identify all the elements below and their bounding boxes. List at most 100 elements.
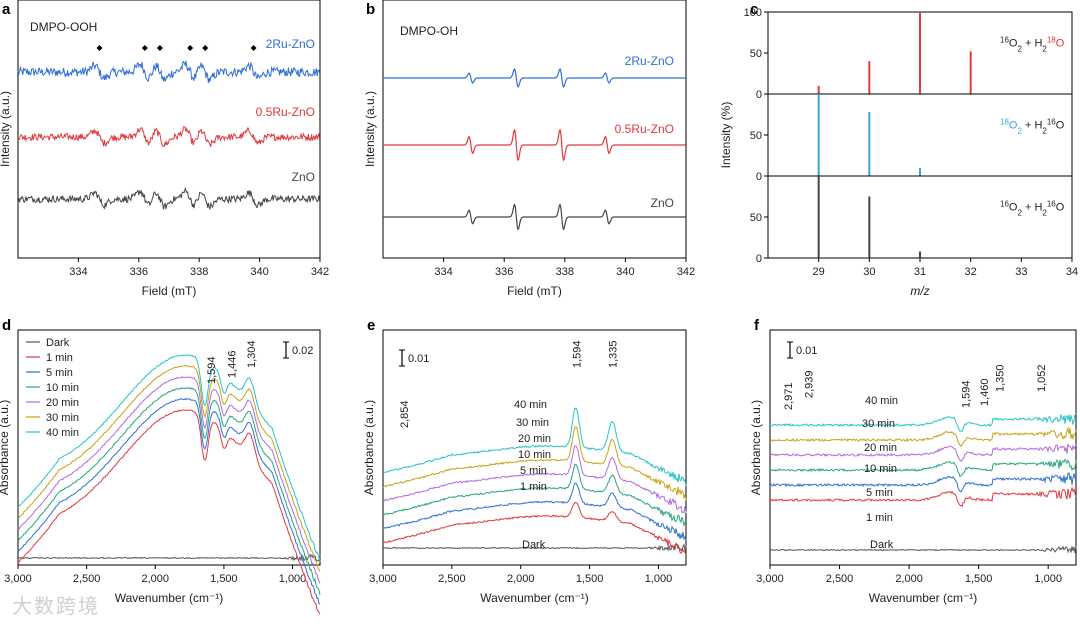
panel-f-xlabel: Wavenumber (cm⁻¹) [869,591,978,605]
panel-f-annotation: 1,460 [979,378,991,406]
panel-a-peak-marker [96,45,103,51]
panel-c-xlabel: m/z [910,284,929,298]
panel-a-series-ZnO [17,186,321,211]
panel-a-ylabel: Intensity (a.u.) [0,91,12,167]
panel-e-series-5 min [382,482,687,541]
panel-label-e: e [367,317,375,334]
panel-d-series-5 min [17,398,321,605]
panel-f-annotation: 2,939 [803,370,815,398]
panel-c-ytick-label: 0 [756,171,762,183]
panel-f-annotation: 1,350 [995,364,1007,392]
panel-label-c: c [750,1,758,18]
panel-e-scalebar-label: 0.01 [408,353,429,365]
panel-a-xtick-label: 338 [190,266,208,278]
panel-b-xlabel: Field (mT) [507,284,562,298]
panel-e-annotation: 1,594 [572,340,584,368]
panel-d-series-40 min [17,354,321,562]
panel-d-annotation: 1,446 [226,350,238,378]
panel-a-peak-marker [250,45,257,51]
panel-d-legend-Dark: Dark [46,337,70,349]
panel-f-frame [769,329,1077,566]
panel-label-a: a [2,1,11,18]
panel-d-legend-40 min: 40 min [46,427,79,439]
panel-a-peak-marker [187,45,194,51]
panel-a-peak-marker [202,45,209,51]
panel-f-legend-30 min: 30 min [862,418,895,430]
panel-e-xlabel: Wavenumber (cm⁻¹) [480,591,589,605]
panel-d-series-Dark [17,553,321,562]
panel-e-legend-1 min: 1 min [520,481,547,493]
panel-e-legend-5 min: 5 min [520,465,547,477]
panel-c-label: 16O2 + H216O [1000,199,1065,217]
panel-f-legend-Dark: Dark [870,539,894,551]
panel-d-xtick-label: 1,500 [210,573,238,585]
panel-f-ylabel: Absorbance (a.u.) [749,400,763,495]
panel-f-legend-20 min: 20 min [864,442,897,454]
panel-f-series-1 min [769,486,1077,508]
panel-d-xtick-label: 3,000 [4,573,32,585]
panel-b-series-0.5Ru-ZnO [383,128,686,162]
panel-f-series-5 min [769,472,1077,493]
watermark: 大数跨境 [12,596,100,618]
panel-b-legend-0.5Ru-ZnO: 0.5Ru-ZnO [615,122,674,136]
panel-a-peak-marker [156,45,163,51]
panel-d-frame [17,329,321,566]
panel-d-series-1 min [17,409,321,615]
panel-e-frame [382,329,687,566]
panel-f-xtick-label: 2,500 [826,573,854,585]
panel-a-xtick-label: 336 [130,266,148,278]
panel-c-label: 18O2 + H216O [1000,117,1065,135]
panel-c-xtick-label: 33 [1015,266,1027,278]
panel-d-ylabel: Absorbance (a.u.) [0,400,11,495]
panel-d-annotation: 1,304 [246,340,258,368]
panel-f-annotation: 2,971 [783,382,795,410]
panel-a-series-2Ru-ZnO [17,60,321,84]
panel-b-xtick-label: 336 [495,266,513,278]
panel-a-series-0.5Ru-ZnO [17,126,321,148]
panel-c-xtick-label: 30 [863,266,875,278]
panel-e-xtick-label: 3,000 [369,573,397,585]
panel-f-series-40 min [769,412,1077,433]
panel-a-xtick-label: 340 [250,266,268,278]
panel-c-xtick-label: 34 [1066,266,1078,278]
panel-f-legend-10 min: 10 min [864,463,897,475]
panel-a-xtick-label: 334 [69,266,87,278]
panel-e-xtick-label: 2,500 [438,573,466,585]
panel-d-legend-10 min: 10 min [46,382,79,394]
panel-e-xtick-label: 1,500 [576,573,604,585]
panel-e-series-Dark [382,543,687,553]
panel-e-annotation: 2,854 [399,400,411,428]
panel-c-label: 16O2 + H218O [1000,35,1065,53]
panel-d-legend-30 min: 30 min [46,412,79,424]
panel-c-ylabel: Intensity (%) [719,102,733,169]
panel-e-legend-10 min: 10 min [518,449,551,461]
panel-f-xtick-label: 1,500 [965,573,993,585]
panel-d-legend-20 min: 20 min [46,397,79,409]
panel-d-annotation: 1,594 [206,356,218,384]
panel-d-legend-1 min: 1 min [46,352,73,364]
panel-e-legend-30 min: 30 min [516,417,549,429]
panel-b-series-ZnO [383,203,686,231]
panel-b-legend-2Ru-ZnO: 2Ru-ZnO [625,54,674,68]
panel-a-legend-0.5Ru-ZnO: 0.5Ru-ZnO [256,105,315,119]
panel-c-xtick-label: 31 [914,266,926,278]
panel-b-xtick-label: 338 [556,266,574,278]
panel-f-scalebar-label: 0.01 [796,345,817,357]
panel-f-legend-5 min: 5 min [866,487,893,499]
panel-f-annotation: 1,052 [1036,364,1048,392]
panel-c-ytick-label: 50 [750,48,762,60]
panel-c-ytick-label: 0 [756,253,762,265]
panel-f-series-10 min [770,458,1077,478]
panel-d-xlabel: Wavenumber (cm⁻¹) [115,591,224,605]
panel-label-b: b [366,1,375,18]
panel-e-series-30 min [382,426,687,501]
panel-e-legend-Dark: Dark [522,539,546,551]
panel-b-xtick-label: 334 [434,266,452,278]
panel-b-xtick-label: 342 [677,266,695,278]
panel-a-xtick-label: 342 [311,266,329,278]
panel-f-annotation: 1,594 [961,380,973,408]
panel-c-xtick-label: 29 [813,266,825,278]
panel-f-xtick-label: 3,000 [756,573,784,585]
